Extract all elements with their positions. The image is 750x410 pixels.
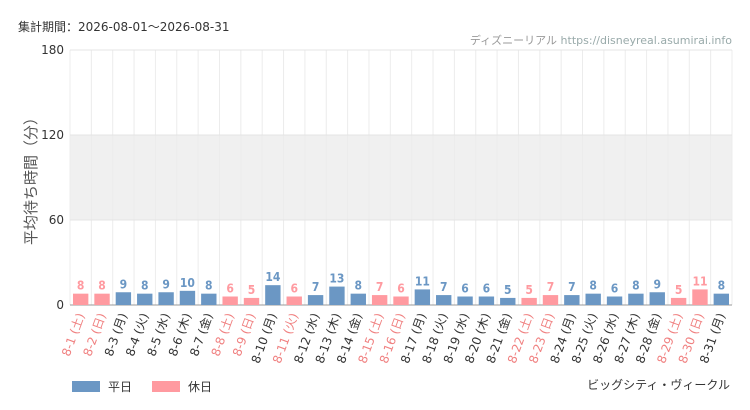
legend-swatch-weekday xyxy=(72,381,100,392)
bar xyxy=(500,297,516,305)
data-label: 8 xyxy=(589,279,597,293)
data-label: 7 xyxy=(376,280,384,294)
bar xyxy=(286,296,302,305)
credit-name: ディズニーリアル xyxy=(469,34,558,47)
bar xyxy=(393,296,409,305)
data-label: 6 xyxy=(461,282,469,296)
legend-swatch-holiday xyxy=(152,381,181,392)
period-label: 集計期間：2026-08-01～2026-08-31 xyxy=(18,20,230,34)
y-axis-label: 平均待ち時間（分） xyxy=(22,110,40,245)
bar xyxy=(478,296,495,305)
bar xyxy=(243,297,260,305)
data-label: 8 xyxy=(98,279,106,293)
bar xyxy=(414,289,431,305)
legend: 平日 休日 xyxy=(72,378,212,395)
bar xyxy=(222,296,238,305)
y-tick-label: 0 xyxy=(56,298,64,312)
bar xyxy=(521,297,537,305)
data-label: 6 xyxy=(290,282,298,296)
bar xyxy=(585,293,601,305)
bar xyxy=(692,289,708,305)
bar xyxy=(542,295,559,305)
data-label: 6 xyxy=(483,282,491,296)
attraction-name: ビッグシティ・ヴィークル xyxy=(587,378,730,392)
bar xyxy=(179,290,196,305)
band-60-120 xyxy=(70,135,732,220)
data-label: 9 xyxy=(120,277,128,291)
data-label: 7 xyxy=(312,280,320,294)
bar xyxy=(137,293,153,305)
y-tick-label: 180 xyxy=(41,43,64,57)
data-label: 5 xyxy=(248,283,256,297)
bar xyxy=(307,295,324,305)
data-label: 5 xyxy=(504,283,512,297)
data-label: 11 xyxy=(415,274,430,288)
bar xyxy=(606,296,623,305)
data-label: 11 xyxy=(692,274,707,288)
bar xyxy=(72,293,89,305)
bar xyxy=(436,295,452,305)
bar xyxy=(350,293,366,305)
bar xyxy=(94,293,110,305)
data-label: 7 xyxy=(568,280,576,294)
data-label: 8 xyxy=(77,279,85,293)
bar xyxy=(670,297,687,305)
data-label: 7 xyxy=(547,280,555,294)
bar xyxy=(628,293,644,305)
bar xyxy=(201,293,217,305)
data-label: 13 xyxy=(329,272,344,286)
bar xyxy=(371,295,388,305)
bar xyxy=(649,292,665,305)
bar xyxy=(158,292,174,305)
data-label: 8 xyxy=(718,279,726,293)
legend-item-weekday[interactable]: 平日 xyxy=(72,378,132,395)
bar xyxy=(115,292,132,305)
data-label: 9 xyxy=(654,277,662,291)
data-label: 6 xyxy=(397,282,405,296)
data-label: 5 xyxy=(525,283,533,297)
data-label: 8 xyxy=(141,279,149,293)
y-tick-label: 60 xyxy=(49,213,64,227)
credit-url[interactable]: https://disneyreal.asumirai.info xyxy=(560,34,732,47)
data-label: 6 xyxy=(611,282,619,296)
data-label: 10 xyxy=(180,276,195,290)
bar xyxy=(265,285,281,305)
legend-label-holiday: 休日 xyxy=(188,380,213,394)
data-label: 9 xyxy=(162,277,170,291)
data-label: 8 xyxy=(355,279,363,293)
credit: ディズニーリアル https://disneyreal.asumirai.inf… xyxy=(470,32,732,48)
data-label: 8 xyxy=(632,279,640,293)
data-label: 6 xyxy=(226,282,234,296)
data-label: 8 xyxy=(205,279,213,293)
bar xyxy=(457,296,473,305)
data-label: 14 xyxy=(265,270,281,284)
data-label: 7 xyxy=(440,280,448,294)
legend-item-holiday[interactable]: 休日 xyxy=(152,378,212,395)
y-tick-label: 120 xyxy=(41,128,64,142)
data-label: 5 xyxy=(675,283,683,297)
legend-label-weekday: 平日 xyxy=(108,380,133,394)
bar xyxy=(329,286,345,305)
bar xyxy=(713,293,730,305)
bar xyxy=(564,295,580,305)
